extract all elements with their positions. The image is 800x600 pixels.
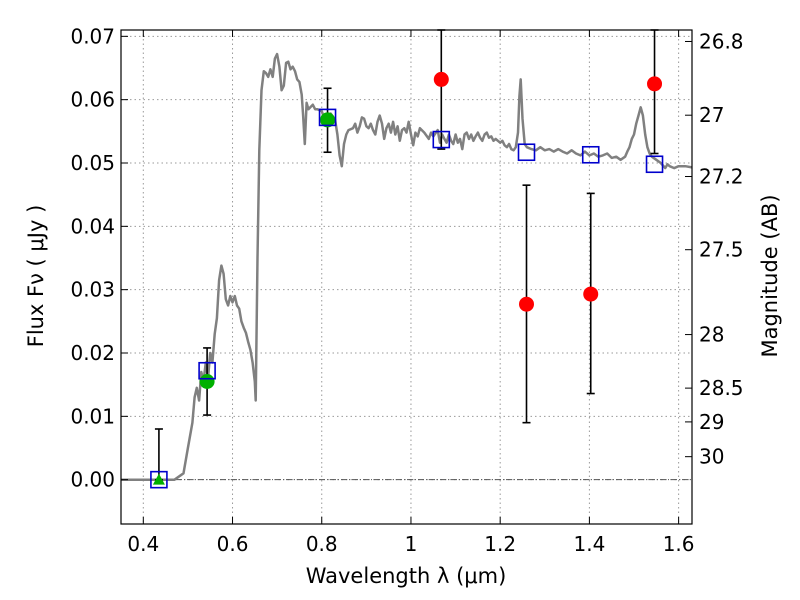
magnitude-tick-label: 29	[699, 410, 724, 434]
y-tick-label: 0.05	[70, 151, 115, 175]
y-tick-label: 0.04	[70, 214, 115, 238]
synthetic-photometry-square	[517, 143, 536, 162]
magnitude-tick-label: 27.2	[699, 165, 744, 189]
synthetic-photometry-square	[645, 155, 664, 174]
upper-limit-triangle	[152, 473, 165, 485]
measured-point	[647, 76, 663, 92]
synthetic-photometry-square	[432, 130, 451, 149]
x-axis-label: Wavelength λ (μm)	[306, 564, 507, 588]
model-sed-line	[121, 52, 693, 481]
measured-point	[433, 71, 449, 87]
detection-point	[199, 374, 215, 389]
y-tick-label: 0.00	[70, 468, 115, 492]
x-tick-label: 1	[405, 532, 418, 556]
synthetic-photometry-squares	[150, 108, 664, 489]
magnitude-tick-label: 28.5	[699, 376, 744, 400]
magnitude-tick-label: 28	[699, 323, 724, 347]
x-axis-ticks: 0.4 0.6 0.8 1 1.2 1.4 1.6	[127, 30, 695, 556]
y-tick-label: 0.06	[70, 88, 115, 112]
y-tick-label: 0.03	[70, 278, 115, 302]
x-tick-label: 1.4	[573, 532, 605, 556]
magnitude-tick-label: 30	[699, 445, 724, 469]
data-markers	[152, 71, 663, 485]
synthetic-photometry-square	[198, 361, 216, 380]
x-tick-label: 0.6	[217, 532, 249, 556]
y-tick-label: 0.01	[70, 404, 115, 428]
magnitude-tick-label: 27	[699, 103, 724, 127]
magnitude-tick-label: 26.8	[699, 29, 744, 53]
grid-lines	[121, 30, 692, 524]
y-axis-label: Flux Fν ( μJy )	[24, 205, 48, 348]
synthetic-photometry-square	[318, 108, 337, 127]
x-tick-label: 1.2	[484, 532, 516, 556]
x-tick-label: 1.6	[663, 532, 695, 556]
error-bars	[154, 29, 659, 481]
y-axis-ticks: 0.00 0.01 0.02 0.03 0.04 0.05 0.06 0.07	[70, 24, 128, 492]
magnitude-axis-ticks: 26.8 27 27.2 27.5 28 28.5 29 30	[685, 29, 744, 469]
synthetic-photometry-square	[150, 470, 168, 489]
x-tick-label: 0.4	[127, 532, 159, 556]
y-tick-label: 0.02	[70, 341, 115, 365]
magnitude-axis-label: Magnitude (AB)	[758, 194, 782, 357]
x-tick-label: 0.8	[306, 532, 338, 556]
measured-point	[518, 296, 534, 312]
synthetic-photometry-square	[581, 145, 600, 164]
plot-frame	[120, 29, 693, 525]
detection-point	[320, 112, 336, 128]
y-tick-label: 0.07	[70, 24, 115, 48]
magnitude-tick-label: 27.5	[699, 238, 744, 262]
measured-point	[583, 286, 599, 302]
